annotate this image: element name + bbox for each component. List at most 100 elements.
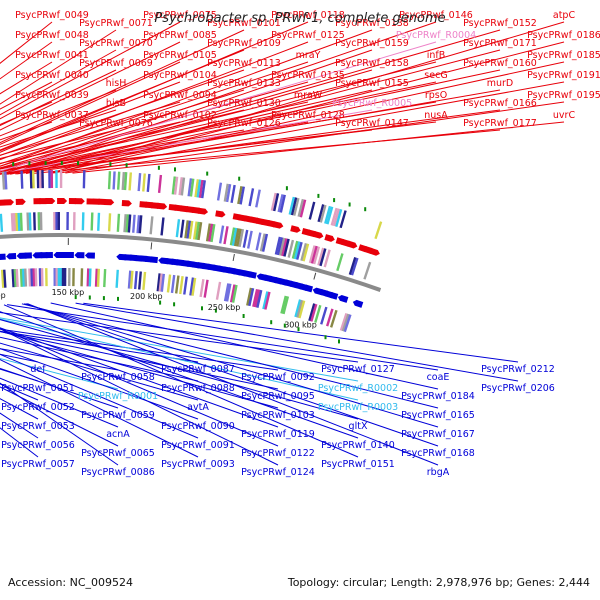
- gene-label[interactable]: def: [30, 364, 46, 375]
- gene-label[interactable]: PsycPRwf_0101: [207, 18, 281, 29]
- gene-label[interactable]: PsycPRwf_0070: [79, 38, 153, 49]
- gene-label[interactable]: secG: [424, 70, 447, 81]
- feature-block: [133, 271, 138, 290]
- gene-label[interactable]: PsycPRwf_0122: [241, 448, 315, 459]
- gene-label[interactable]: gltX: [349, 421, 368, 432]
- gene-label[interactable]: PsycPRwf_0171: [463, 38, 537, 49]
- feature-block: [80, 268, 84, 287]
- gene-label[interactable]: PsycPRwf_0109: [207, 38, 281, 49]
- gene-label[interactable]: PsycPRwf_0124: [241, 467, 315, 478]
- gene-label[interactable]: PsycPRwf_0052: [1, 402, 75, 413]
- gene-label[interactable]: PsycPRwf_0160: [463, 58, 537, 69]
- gene-label[interactable]: PsycPRwf_0076: [79, 118, 153, 129]
- gene-label[interactable]: PsycPRwf_0103: [241, 410, 315, 421]
- feature-block: [314, 304, 322, 323]
- gene-label[interactable]: PsycPRwf_0090: [161, 421, 235, 432]
- gene-label[interactable]: PsycPRwf_0195: [527, 90, 600, 101]
- gene-label[interactable]: hisB: [106, 98, 126, 109]
- gene-label[interactable]: mraY: [296, 50, 321, 61]
- gene-label[interactable]: PsycPRwf_0151: [321, 459, 395, 470]
- gene-label[interactable]: PsycPRwf_0057: [1, 459, 75, 470]
- gene-label[interactable]: PsycPRwf_0140: [321, 440, 395, 451]
- gene-label[interactable]: infB: [427, 50, 446, 61]
- gene-label[interactable]: rpsO: [425, 90, 447, 101]
- gene-label[interactable]: PsycPRwf_R0004: [396, 30, 476, 41]
- gene-label[interactable]: PsycPRwf_0177: [463, 118, 537, 129]
- gene-label[interactable]: PsycPRwf_R0001: [78, 391, 158, 402]
- gene-label[interactable]: PsycPRwf_0102: [143, 110, 217, 121]
- label-connector: [0, 330, 199, 363]
- gene-label[interactable]: PsycPRwf_0133: [207, 78, 281, 89]
- gene-label[interactable]: PsycPRwf_0056: [1, 440, 75, 451]
- gene-label[interactable]: PsycPRwf_R0005: [332, 98, 412, 109]
- gene-label[interactable]: PsycPRwf_0091: [161, 440, 235, 451]
- gene-label[interactable]: PsycPRwf_0127: [321, 364, 395, 375]
- gene-label[interactable]: PsycPRwf_0130: [207, 98, 281, 109]
- gene-label[interactable]: PsycPRwf_0155: [335, 78, 409, 89]
- gene-label[interactable]: PsycPRwf_0147: [335, 118, 409, 129]
- gene-label[interactable]: PsycPRwf_0105: [143, 50, 217, 61]
- gene-label[interactable]: PsycPRwf_0128: [271, 110, 345, 121]
- gene-label[interactable]: atpC: [553, 10, 576, 21]
- gene-label[interactable]: uvrC: [553, 110, 576, 121]
- gene-label[interactable]: PsycPRwf_0138: [335, 18, 409, 29]
- gene-label[interactable]: PsycPRwf_0104: [143, 70, 217, 81]
- gene-label[interactable]: PsycPRwf_0069: [79, 58, 153, 69]
- gene-label[interactable]: PsycPRwf_0119: [241, 429, 315, 440]
- gene-label[interactable]: mraW: [294, 90, 323, 101]
- gene-label[interactable]: PsycPRwf_0125: [271, 30, 345, 41]
- gene-label[interactable]: PsycPRwf_0075: [143, 10, 217, 21]
- gene-label[interactable]: PsycPRwf_0039: [15, 90, 89, 101]
- gene-label[interactable]: PsycPRwf_0071: [79, 18, 153, 29]
- label-connector: [0, 21, 53, 64]
- gene-label[interactable]: PsycPRwf_0093: [161, 459, 235, 470]
- gene-label[interactable]: murD: [487, 78, 514, 89]
- gene-label[interactable]: PsycPRwf_0037: [15, 110, 89, 121]
- gene-label[interactable]: PsycPRwf_0152: [463, 18, 537, 29]
- forward-gene-arrow: [156, 202, 168, 210]
- gene-label[interactable]: PsycPRwf_0186: [527, 30, 600, 41]
- gene-label[interactable]: PsycPRwf_R0002: [318, 383, 398, 394]
- gene-label[interactable]: PsycPRwf_0065: [81, 448, 155, 459]
- gene-label[interactable]: PsycPRwf_0159: [335, 38, 409, 49]
- gene-label[interactable]: PsycPRwf_0049: [15, 10, 89, 21]
- gene-label[interactable]: avtA: [187, 402, 209, 413]
- gene-label[interactable]: PsycPRwf_0051: [1, 383, 75, 394]
- gene-label[interactable]: PsycPRwf_0167: [401, 429, 475, 440]
- gene-label[interactable]: PsycPRwf_0184: [401, 391, 475, 402]
- gene-label[interactable]: PsycPRwf_0146: [399, 10, 473, 21]
- gene-label[interactable]: PsycPRwf_0086: [81, 467, 155, 478]
- gene-label[interactable]: PsycPRwf_0165: [401, 410, 475, 421]
- gene-label[interactable]: PsycPRwf_0094: [143, 90, 217, 101]
- feature-block: [96, 268, 100, 287]
- gene-label[interactable]: rbgA: [427, 467, 450, 478]
- gene-label[interactable]: PsycPRwf_0059: [81, 410, 155, 421]
- gene-label[interactable]: PsycPRwf_0040: [15, 70, 89, 81]
- gene-label[interactable]: PsycPRwf_0118: [271, 10, 345, 21]
- gene-label[interactable]: PsycPRwf_0135: [271, 70, 345, 81]
- gene-label[interactable]: PsycPRwf_0206: [481, 383, 555, 394]
- gene-label[interactable]: PsycPRwf_0212: [481, 364, 555, 375]
- gene-label[interactable]: PsycPRwf_0158: [335, 58, 409, 69]
- gene-label[interactable]: PsycPRwf_0095: [241, 391, 315, 402]
- gene-label[interactable]: PsycPRwf_0191: [527, 70, 600, 81]
- gene-label[interactable]: hisH: [106, 78, 127, 89]
- gene-label[interactable]: PsycPRwf_0126: [207, 118, 281, 129]
- gene-label[interactable]: PsycPRwf_0185: [527, 50, 600, 61]
- gene-label[interactable]: PsycPRwf_0113: [207, 58, 281, 69]
- gene-label[interactable]: PsycPRwf_0166: [463, 98, 537, 109]
- gene-label[interactable]: PsycPRwf_0092: [241, 372, 315, 383]
- gene-label[interactable]: PsycPRwf_0087: [161, 364, 235, 375]
- gene-label[interactable]: PsycPRwf_R0003: [318, 402, 398, 413]
- feature-block: [178, 177, 183, 196]
- gene-label[interactable]: PsycPRwf_0058: [81, 372, 155, 383]
- gene-label[interactable]: coaE: [427, 372, 450, 383]
- gene-label[interactable]: PsycPRwf_0088: [161, 383, 235, 394]
- gene-label[interactable]: PsycPRwf_0048: [15, 30, 89, 41]
- gene-label[interactable]: acnA: [106, 429, 130, 440]
- gene-label[interactable]: PsycPRwf_0041: [15, 50, 89, 61]
- gene-label[interactable]: PsycPRwf_0085: [143, 30, 217, 41]
- gene-label[interactable]: nusA: [424, 110, 448, 121]
- gene-label[interactable]: PsycPRwf_0053: [1, 421, 75, 432]
- gene-label[interactable]: PsycPRwf_0168: [401, 448, 475, 459]
